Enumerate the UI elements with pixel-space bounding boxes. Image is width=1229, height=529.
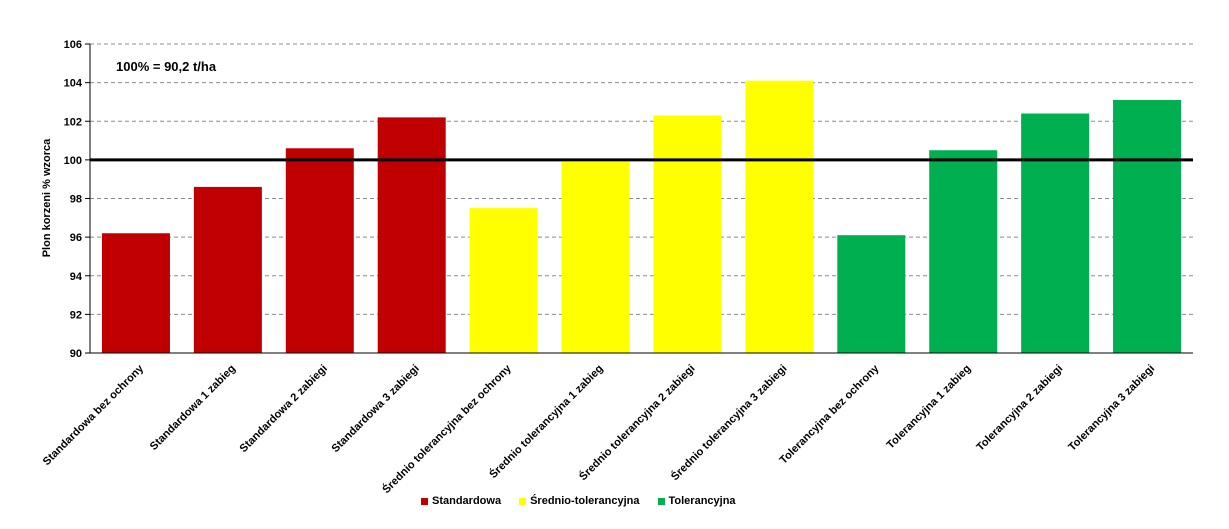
legend: Standardowa Średnio-tolerancyjna Tolerancy…	[421, 495, 736, 507]
legend-label: Tolerancyjna	[668, 495, 736, 507]
x-tick-label: Tolerancyjna 1 zabieg	[885, 363, 974, 452]
y-tick-labels: 90 92 94 96 98 100 102 104 106	[64, 39, 90, 360]
legend-swatch	[421, 497, 428, 505]
y-tick-label: 102	[64, 116, 82, 128]
legend-label: Standardowa	[432, 495, 502, 507]
bars	[101, 80, 1182, 354]
x-tick-label: Tolerancyjna 2 zabiegi	[974, 363, 1065, 454]
y-tick-label: 106	[64, 39, 82, 51]
bar	[653, 115, 722, 353]
y-tick-label: 100	[64, 155, 82, 167]
x-tick-label: Tolerancyjna bez ochrony	[778, 362, 882, 466]
legend-swatch	[519, 497, 527, 505]
y-tick-label: 96	[70, 232, 82, 244]
legend-item: Średnio-tolerancyjna	[519, 495, 640, 507]
y-tick-label: 98	[70, 194, 82, 206]
bar	[929, 150, 998, 353]
x-tick-label: Standardowa bez ochrony	[41, 362, 147, 468]
bar	[1113, 100, 1182, 353]
y-tick-label: 104	[64, 78, 83, 90]
bar	[101, 233, 170, 353]
bar	[285, 148, 354, 353]
bar	[1021, 113, 1090, 354]
y-tick-label: 94	[70, 271, 83, 283]
legend-item: Tolerancyjna	[657, 495, 736, 507]
legend-item: Standardowa	[421, 495, 501, 507]
gridlines	[90, 43, 1193, 315]
bar	[837, 235, 906, 353]
x-tick-label: Standardowa 1 zabieg	[148, 363, 238, 453]
bar	[469, 208, 538, 353]
bar	[193, 186, 262, 353]
legend-label: Średnio-tolerancyjna	[530, 495, 640, 507]
bar	[561, 161, 630, 353]
base-yield-annotation: 100% = 90,2 t/ha	[116, 59, 217, 74]
y-axis-label: Plon korzeni % wzorca	[41, 138, 53, 257]
bar	[377, 117, 446, 353]
x-tick-labels: Standardowa bez ochrony Standardowa 1 zab…	[41, 361, 1157, 496]
x-tick-label: Tolerancyjna 3 zabiegi	[1066, 363, 1157, 454]
legend-swatch	[657, 497, 665, 505]
y-tick-label: 92	[70, 309, 82, 321]
bar	[745, 80, 814, 353]
x-tick-label: Standardowa 2 zabiegi	[238, 363, 330, 455]
y-tick-label: 90	[70, 348, 82, 360]
x-tick-label: Standardowa 3 zabiegi	[329, 363, 421, 455]
